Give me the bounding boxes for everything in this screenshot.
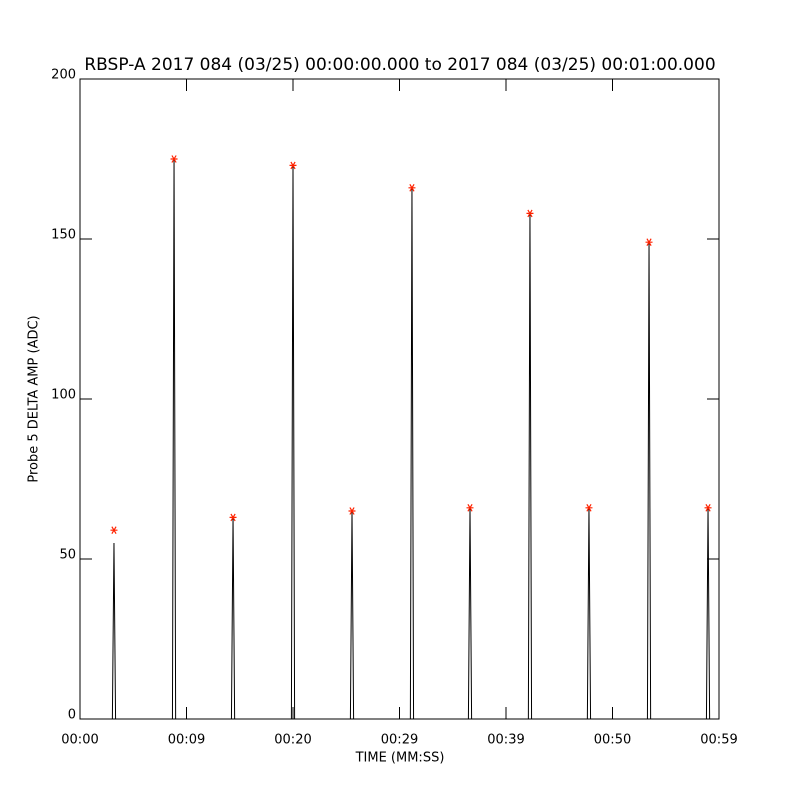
x-tick-label: 00:09 [168,733,205,748]
peak-marker [585,503,593,512]
peak-marker [645,238,653,247]
y-tick-label: 50 [59,548,76,563]
peak-marker [526,209,534,218]
peak-marker [466,503,474,512]
peak-marker [110,526,118,535]
peak-marker [704,503,712,512]
y-tick-label: 150 [51,228,76,243]
chart-title: RBSP-A 2017 084 (03/25) 00:00:00.000 to … [84,55,715,75]
x-axis-label: TIME (MM:SS) [355,751,445,766]
peak-marker [408,183,416,192]
y-tick-label: 200 [51,68,76,83]
peak-marker [289,161,297,170]
x-tick-label: 00:29 [381,733,418,748]
y-tick-label: 100 [51,388,76,403]
y-tick-label: 0 [68,708,76,723]
x-tick-label: 00:59 [700,733,737,748]
peak-marker [348,507,356,515]
y-axis-label: Probe 5 DELTA AMP (ADC) [27,315,42,482]
peak-marker [229,513,237,522]
peak-marker [170,155,178,163]
x-tick-label: 00:00 [61,733,98,748]
x-tick-label: 00:39 [487,733,524,748]
x-tick-label: 00:50 [594,733,631,748]
x-tick-label: 00:20 [274,733,311,748]
